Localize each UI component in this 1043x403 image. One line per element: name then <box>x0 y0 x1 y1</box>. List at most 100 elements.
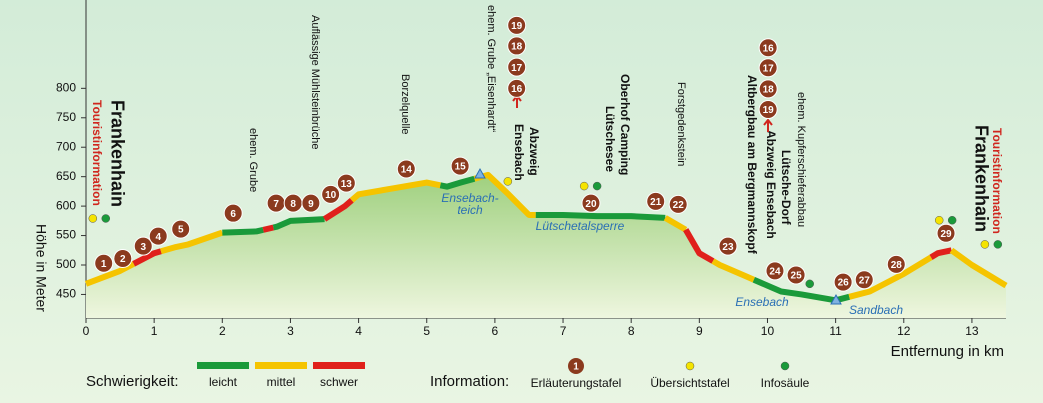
marker-label: 21 <box>650 197 662 208</box>
y-tick-label: 700 <box>56 139 76 153</box>
place-label: Auflässige Mühlsteinbrüche <box>309 15 321 150</box>
marker-label: 10 <box>325 190 337 201</box>
x-tick-label: 5 <box>423 324 430 338</box>
marker <box>718 236 738 256</box>
x-tick-label: 6 <box>492 324 499 338</box>
place-label: Abzweig <box>527 127 541 176</box>
info-dot <box>805 279 814 289</box>
x-tick-label: 1 <box>151 324 158 338</box>
legend-title: Schwierigkeit: <box>86 373 179 390</box>
marker <box>833 272 853 292</box>
marker <box>936 223 956 243</box>
info-legend-icon <box>685 361 695 371</box>
info-dot <box>503 177 513 186</box>
x-tick-label: 4 <box>355 324 362 338</box>
marker <box>758 100 778 120</box>
marker-label: 7 <box>273 199 279 210</box>
marker <box>321 184 341 204</box>
marker-label: 20 <box>585 199 597 210</box>
place-label: Frankenhain <box>107 100 127 207</box>
arrow <box>763 118 773 132</box>
marker-label: 8 <box>290 199 296 210</box>
water-label: Lütschetalsperre <box>536 219 625 233</box>
route-segment <box>272 216 325 231</box>
legend-label: leicht <box>209 375 238 389</box>
marker-label: 5 <box>178 225 184 236</box>
place-label: ehem. Grube „Eisenhardt“ <box>485 5 497 133</box>
marker <box>396 159 416 179</box>
place-label: Touristinformation <box>990 128 1004 234</box>
water-label: Ensebach <box>735 295 789 309</box>
place-label: Ensebach <box>512 124 526 181</box>
marker <box>301 193 321 213</box>
info-legend-label: Infosäule <box>761 376 810 390</box>
place-label: Abzweig Ensebach <box>764 130 778 239</box>
marker <box>886 254 906 274</box>
info-dot <box>88 214 98 223</box>
x-tick-label: 13 <box>965 324 979 338</box>
info-legend-icon <box>780 361 790 371</box>
info-dot <box>947 215 957 225</box>
water-label: teich <box>457 203 483 217</box>
place-label: Touristinformation <box>90 100 104 206</box>
water-label: Sandbach <box>849 303 903 317</box>
marker-label: 16 <box>511 84 523 95</box>
lake-marker <box>830 293 842 305</box>
place-label: Altbergbau am Bergmannskopf <box>745 75 759 255</box>
marker-label: 23 <box>722 242 734 253</box>
marker <box>94 253 114 273</box>
water-label: Ensebach- <box>441 191 498 205</box>
marker <box>507 57 527 77</box>
marker <box>854 270 874 290</box>
y-tick-label: 500 <box>56 257 76 271</box>
place-label: Lütsche-Dorf <box>779 150 793 226</box>
marker <box>786 265 806 285</box>
place-label: Forstgedenkstein <box>675 82 687 166</box>
marker <box>113 249 133 269</box>
route-segment <box>84 261 136 287</box>
marker-label: 6 <box>230 209 236 220</box>
marker-label: 19 <box>511 21 523 32</box>
marker-label: 3 <box>140 242 146 253</box>
route-segment <box>222 226 264 236</box>
legend-swatch <box>313 362 365 369</box>
marker-label: 24 <box>769 267 781 278</box>
info-dot <box>980 240 990 249</box>
marker <box>133 236 153 256</box>
elevation-area <box>86 174 1006 318</box>
marker-label: 4 <box>155 232 161 243</box>
info-dot <box>592 181 602 191</box>
marker-label: 27 <box>859 275 871 286</box>
x-tick-label: 8 <box>628 324 635 338</box>
x-tick-label: 12 <box>897 324 911 338</box>
legend-label: mittel <box>267 375 296 389</box>
marker-label: 17 <box>763 63 775 74</box>
x-tick-label: 2 <box>219 324 226 338</box>
y-tick-label: 600 <box>56 198 76 212</box>
marker-label: 13 <box>341 179 353 190</box>
route-segment <box>132 248 162 267</box>
marker <box>668 194 688 214</box>
place-label: Frankenhain <box>971 125 991 232</box>
y-axis-label: Höhe in Meter <box>33 224 49 312</box>
marker-label: 19 <box>763 105 775 116</box>
info-dot <box>579 181 589 191</box>
route-segment <box>439 175 476 190</box>
place-label: Borzelquelle <box>399 74 411 135</box>
x-tick-label: 3 <box>287 324 294 338</box>
route-segment <box>929 247 953 260</box>
x-tick-label: 7 <box>560 324 567 338</box>
marker <box>758 79 778 99</box>
marker-label: 2 <box>120 254 126 265</box>
marker <box>507 78 527 98</box>
marker-label: 16 <box>763 43 775 54</box>
marker <box>507 15 527 35</box>
y-tick-label: 650 <box>56 169 76 183</box>
y-tick-label: 550 <box>56 228 76 242</box>
place-label: Lütschesee <box>603 106 617 172</box>
route-segment <box>535 211 666 221</box>
marker-label: 22 <box>673 200 685 211</box>
legend-swatch <box>197 362 249 369</box>
place-label: ehem. Grube <box>247 128 259 192</box>
